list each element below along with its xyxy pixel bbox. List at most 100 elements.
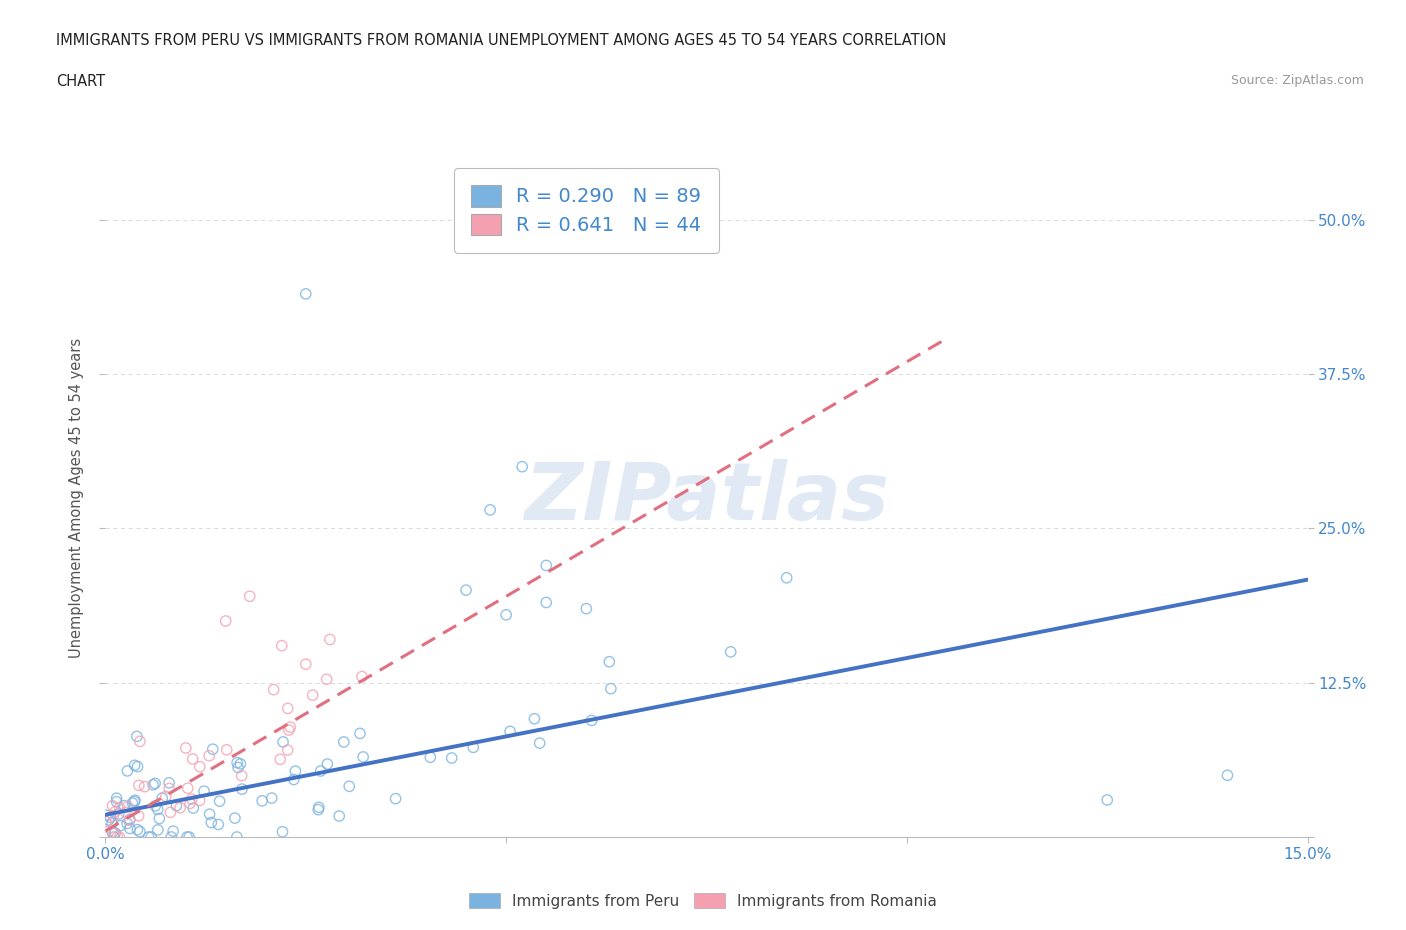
Point <box>108 801 131 816</box>
Point <box>176 830 198 844</box>
Point <box>214 614 236 629</box>
Point <box>97 813 120 828</box>
Point <box>105 830 128 844</box>
Text: ZIPatlas: ZIPatlas <box>524 458 889 537</box>
Point <box>295 286 318 301</box>
Point <box>179 830 201 844</box>
Point <box>103 808 125 823</box>
Point <box>128 777 150 792</box>
Point <box>534 595 557 610</box>
Point <box>263 683 285 698</box>
Point <box>260 790 283 805</box>
Point <box>231 768 253 783</box>
Point <box>776 570 799 585</box>
Point <box>104 826 127 841</box>
Point <box>239 589 262 604</box>
Point <box>110 818 132 833</box>
Point <box>581 713 603 728</box>
Point <box>108 806 131 821</box>
Point <box>226 755 249 770</box>
Point <box>225 830 247 844</box>
Point <box>159 804 181 819</box>
Point <box>333 735 356 750</box>
Point <box>96 808 118 823</box>
Point <box>231 781 253 796</box>
Point <box>104 804 127 819</box>
Y-axis label: Unemployment Among Ages 45 to 54 years: Unemployment Among Ages 45 to 54 years <box>69 338 84 658</box>
Point <box>283 772 305 787</box>
Point <box>157 776 180 790</box>
Point <box>115 816 138 830</box>
Point <box>155 789 177 804</box>
Point <box>134 779 156 794</box>
Point <box>598 655 620 670</box>
Point <box>352 750 374 764</box>
Point <box>103 826 125 841</box>
Point <box>165 798 187 813</box>
Point <box>271 824 294 839</box>
Point <box>117 764 139 778</box>
Point <box>108 830 131 844</box>
Point <box>284 764 307 778</box>
Point <box>128 824 150 839</box>
Point <box>124 758 146 773</box>
Point <box>160 830 183 844</box>
Point <box>229 756 252 771</box>
Point <box>124 792 146 807</box>
Point <box>124 794 146 809</box>
Point <box>118 813 141 828</box>
Point <box>463 740 485 755</box>
Point <box>179 796 201 811</box>
Point <box>103 830 125 844</box>
Point <box>337 779 360 794</box>
Point <box>207 817 229 832</box>
Point <box>143 799 166 814</box>
Point <box>328 808 350 823</box>
Point <box>146 802 169 817</box>
Point <box>384 791 406 806</box>
Point <box>277 701 299 716</box>
Point <box>139 830 162 844</box>
Point <box>309 764 332 778</box>
Point <box>128 808 150 823</box>
Point <box>271 735 294 750</box>
Point <box>180 791 202 806</box>
Point <box>162 824 184 839</box>
Point <box>720 644 742 659</box>
Point <box>101 798 124 813</box>
Point <box>169 801 191 816</box>
Point <box>146 822 169 837</box>
Point <box>226 760 249 775</box>
Point <box>125 729 148 744</box>
Point <box>575 601 598 616</box>
Text: Source: ZipAtlas.com: Source: ZipAtlas.com <box>1230 74 1364 87</box>
Point <box>510 459 533 474</box>
Point <box>174 740 197 755</box>
Point <box>101 825 124 840</box>
Point <box>96 830 118 844</box>
Point <box>157 781 180 796</box>
Point <box>315 671 337 686</box>
Point <box>112 798 135 813</box>
Point <box>499 724 522 738</box>
Point <box>127 759 149 774</box>
Point <box>454 583 477 598</box>
Point <box>529 736 551 751</box>
Point <box>200 815 222 830</box>
Point <box>198 749 221 764</box>
Point <box>105 794 128 809</box>
Text: IMMIGRANTS FROM PERU VS IMMIGRANTS FROM ROMANIA UNEMPLOYMENT AMONG AGES 45 TO 54: IMMIGRANTS FROM PERU VS IMMIGRANTS FROM … <box>56 33 946 47</box>
Point <box>269 751 291 766</box>
Point <box>523 711 546 726</box>
Point <box>150 790 173 805</box>
Point <box>270 638 292 653</box>
Point <box>118 812 141 827</box>
Point <box>534 558 557 573</box>
Point <box>250 793 273 808</box>
Point <box>148 811 170 826</box>
Point <box>440 751 463 765</box>
Point <box>193 784 215 799</box>
Legend: R = 0.290   N = 89, R = 0.641   N = 44: R = 0.290 N = 89, R = 0.641 N = 44 <box>454 167 718 253</box>
Point <box>307 803 329 817</box>
Point <box>105 790 128 805</box>
